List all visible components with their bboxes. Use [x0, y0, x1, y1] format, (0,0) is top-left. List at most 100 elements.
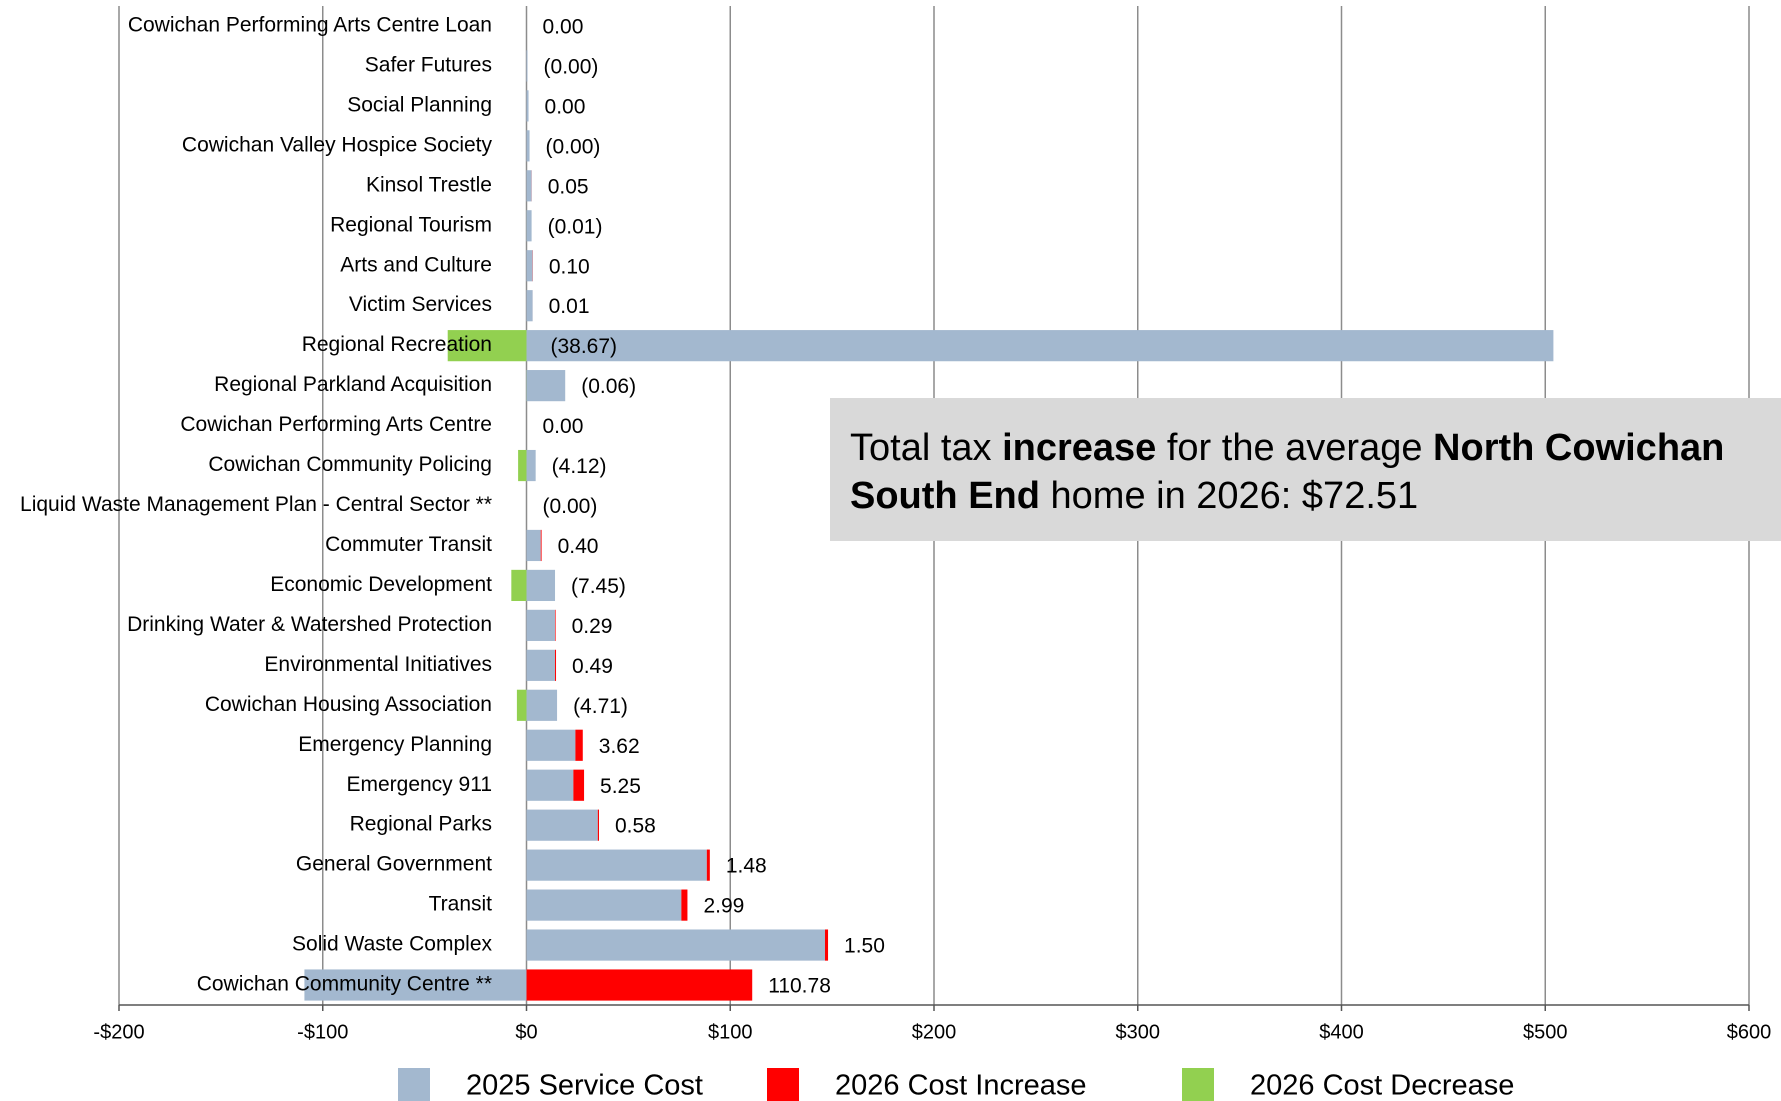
- bar-2025: [526, 649, 556, 681]
- value-label: (38.67): [551, 335, 618, 358]
- annotation-text: home in 2026: $72.51: [1039, 475, 1419, 517]
- bar-increase: [681, 889, 688, 921]
- value-label: 0.00: [545, 95, 586, 118]
- bar-2025: [526, 449, 536, 482]
- category-label: Cowichan Housing Association: [205, 693, 492, 716]
- category-label: Social Planning: [347, 93, 492, 116]
- value-label: 0.49: [572, 655, 613, 678]
- category-label: Regional Parkland Acquisition: [214, 373, 492, 396]
- legend-swatch: [767, 1068, 799, 1101]
- category-label: Kinsol Trestle: [366, 173, 492, 196]
- value-label: 0.29: [572, 615, 613, 638]
- bar-decrease: [447, 330, 527, 362]
- annotation: Total tax increase for the average North…: [830, 398, 1781, 541]
- bar-decrease: [518, 449, 527, 482]
- bar-increase: [824, 929, 829, 961]
- category-label: Cowichan Community Centre **: [197, 973, 492, 996]
- value-label: 0.00: [543, 16, 584, 39]
- category-label: Cowichan Performing Arts Centre Loan: [128, 14, 492, 37]
- bar-2025: [526, 90, 529, 122]
- bar-increase: [597, 809, 599, 841]
- bar-2025: [526, 330, 1554, 362]
- category-label: Economic Development: [270, 573, 492, 596]
- bar-2025: [526, 609, 556, 641]
- annotation-text: for the average: [1156, 427, 1434, 469]
- bar-2025: [526, 130, 530, 162]
- category-label: Regional Recreation: [302, 333, 492, 356]
- x-tick-label: $300: [1116, 1021, 1161, 1043]
- category-label: Victim Services: [349, 293, 492, 316]
- legend-label: 2026 Cost Decrease: [1250, 1070, 1514, 1101]
- x-tick-label: $200: [912, 1021, 957, 1043]
- value-label: (0.00): [546, 135, 601, 158]
- bar-2025: [304, 969, 527, 1001]
- bar-2025: [526, 889, 682, 921]
- value-label: 0.05: [548, 175, 589, 198]
- category-label: Safer Futures: [365, 53, 492, 76]
- bar-2025: [526, 769, 574, 801]
- category-label: Regional Parks: [350, 813, 492, 836]
- bar-increase: [575, 729, 583, 761]
- value-label: 0.58: [615, 815, 656, 838]
- bar-increase: [706, 849, 710, 881]
- legend-label: 2026 Cost Increase: [835, 1070, 1086, 1101]
- x-tick-label: -$200: [93, 1021, 144, 1043]
- x-tick-label: $0: [515, 1021, 537, 1043]
- x-tick-label: $600: [1727, 1021, 1772, 1043]
- x-tick-label: $500: [1523, 1021, 1568, 1043]
- bar-2025: [526, 929, 825, 961]
- legend-label: 2025 Service Cost: [466, 1070, 703, 1101]
- category-label: Arts and Culture: [340, 253, 492, 276]
- category-label: Cowichan Valley Hospice Society: [182, 133, 493, 156]
- bar-increase: [555, 609, 556, 641]
- value-label: (0.01): [548, 215, 603, 238]
- bar-2025: [526, 50, 528, 82]
- bar-2025: [526, 370, 566, 402]
- bar-2025: [526, 250, 533, 282]
- bar-2025: [526, 210, 532, 242]
- category-label: Environmental Initiatives: [264, 653, 492, 676]
- annotation-text: increase: [1002, 427, 1157, 469]
- value-label: (0.06): [581, 375, 636, 398]
- bar-2025: [526, 569, 556, 602]
- category-label: Emergency 911: [346, 773, 492, 796]
- value-label: 2.99: [703, 895, 744, 918]
- x-tick-label: -$100: [297, 1021, 348, 1043]
- legend-swatch: [1182, 1068, 1214, 1101]
- category-label: Cowichan Performing Arts Centre: [180, 413, 492, 436]
- value-label: 110.78: [768, 975, 831, 998]
- bar-increase: [555, 649, 557, 681]
- value-label: (7.45): [571, 575, 626, 598]
- x-tick-label: $400: [1319, 1021, 1364, 1043]
- value-label: 5.25: [600, 775, 641, 798]
- category-label: General Government: [296, 853, 492, 876]
- bar-increase: [526, 969, 753, 1001]
- bar-2025: [526, 809, 598, 841]
- bar-decrease: [511, 569, 527, 602]
- category-label: Liquid Waste Management Plan - Central S…: [20, 493, 492, 516]
- bar-2025: [526, 729, 576, 761]
- value-label: (4.12): [552, 455, 607, 478]
- bar-increase: [573, 769, 585, 801]
- annotation-text: North Cowichan South End: [850, 427, 1735, 517]
- bar-increase: [540, 529, 542, 562]
- value-label: 1.48: [726, 855, 767, 878]
- bar-2025: [526, 849, 707, 881]
- value-label: (0.00): [543, 495, 598, 518]
- bar-2025: [526, 689, 558, 721]
- bar-2025: [526, 529, 541, 562]
- value-label: 0.01: [549, 295, 590, 318]
- bar-decrease: [516, 689, 527, 721]
- bar-2025: [526, 290, 533, 322]
- x-tick-label: $100: [708, 1021, 753, 1043]
- value-label: (4.71): [573, 695, 628, 718]
- category-label: Emergency Planning: [298, 733, 492, 756]
- bar-2025: [526, 170, 532, 202]
- value-label: 1.50: [844, 935, 885, 958]
- category-label: Drinking Water & Watershed Protection: [127, 613, 492, 636]
- legend-swatch: [398, 1068, 430, 1101]
- value-label: (0.00): [544, 55, 599, 78]
- value-label: 3.62: [599, 735, 640, 758]
